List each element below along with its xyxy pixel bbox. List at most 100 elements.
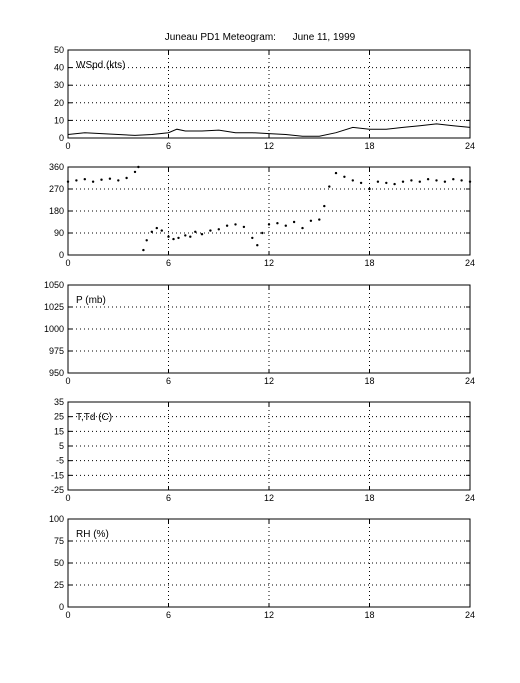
data-point xyxy=(184,234,187,237)
xtick-label: 6 xyxy=(166,610,171,620)
data-point xyxy=(209,229,212,232)
ytick-label: 20 xyxy=(54,98,64,108)
xtick-label: 6 xyxy=(166,258,171,268)
data-point xyxy=(328,185,331,188)
data-point xyxy=(376,180,380,183)
ytick-label: -25 xyxy=(51,485,64,495)
data-point xyxy=(351,179,354,182)
xtick-label: 18 xyxy=(364,376,374,386)
xtick-label: 24 xyxy=(465,610,475,620)
xtick-label: 24 xyxy=(465,258,475,268)
data-point xyxy=(284,224,287,227)
data-point xyxy=(125,176,128,180)
ytick-label: 0 xyxy=(59,133,64,143)
data-point xyxy=(137,165,140,169)
data-point xyxy=(108,177,112,180)
data-point xyxy=(301,226,304,230)
data-point xyxy=(217,228,220,231)
ytick-label: 10 xyxy=(54,115,64,125)
data-point xyxy=(460,179,463,182)
ytick-label: 50 xyxy=(54,45,64,55)
data-point xyxy=(309,219,313,222)
xtick-label: 24 xyxy=(465,493,475,503)
data-point xyxy=(256,244,259,247)
ytick-label: 270 xyxy=(49,184,64,194)
xtick-label: 12 xyxy=(264,258,274,268)
xtick-label: 12 xyxy=(264,376,274,386)
data-point xyxy=(393,182,396,186)
xtick-label: 12 xyxy=(264,493,274,503)
ytick-label: 0 xyxy=(59,602,64,612)
data-point xyxy=(142,248,145,252)
panel-1: 0 10 20 30 40 50 0 6 12 18 24 WSpd (kts) xyxy=(54,45,475,151)
data-point xyxy=(435,179,438,182)
data-point xyxy=(261,231,264,235)
data-point xyxy=(401,180,405,183)
data-point xyxy=(177,236,180,240)
xtick-label: 0 xyxy=(65,376,70,386)
xtick-label: 0 xyxy=(65,141,70,151)
data-point xyxy=(234,223,237,226)
data-point xyxy=(334,171,338,175)
xtick-label: 18 xyxy=(364,610,374,620)
data-point xyxy=(83,178,87,181)
ytick-label: 75 xyxy=(54,536,64,546)
data-point xyxy=(100,178,103,181)
ytick-label: 975 xyxy=(49,346,64,356)
data-point xyxy=(426,178,430,181)
data-point xyxy=(418,180,421,183)
data-point xyxy=(443,180,447,183)
ytick-label: 25 xyxy=(54,580,64,590)
ytick-label: 0 xyxy=(59,250,64,260)
panel-5: 0 25 50 75 100 0 6 12 18 24 RH (%) xyxy=(49,514,475,620)
xtick-label: 6 xyxy=(166,376,171,386)
data-point xyxy=(66,180,70,183)
ytick-label: 360 xyxy=(49,162,64,172)
data-point xyxy=(452,178,455,181)
data-point xyxy=(318,218,321,221)
data-point xyxy=(251,236,254,240)
ytick-label: 40 xyxy=(54,63,64,73)
ytick-label: 1025 xyxy=(44,302,64,312)
ytick-label: 100 xyxy=(49,514,64,524)
data-point xyxy=(242,225,246,229)
data-point xyxy=(343,175,346,178)
data-point xyxy=(267,223,271,226)
xtick-label: 0 xyxy=(65,493,70,503)
data-point xyxy=(133,170,137,174)
ytick-label: 90 xyxy=(54,228,64,238)
ytick-label: 25 xyxy=(54,412,64,422)
data-point xyxy=(91,180,95,183)
xtick-label: 6 xyxy=(166,141,171,151)
data-point xyxy=(194,230,197,233)
ytick-label: -15 xyxy=(51,470,64,480)
xtick-label: 0 xyxy=(65,610,70,620)
panel-2: 0 90 180 270 360 0 6 12 18 24 xyxy=(49,162,475,268)
ytick-label: 1000 xyxy=(44,324,64,334)
data-point xyxy=(468,180,472,183)
ytick-label: 15 xyxy=(54,426,64,436)
data-point xyxy=(276,222,279,225)
ytick-label: 180 xyxy=(49,206,64,216)
xtick-label: 18 xyxy=(364,258,374,268)
data-point xyxy=(410,179,413,182)
panel-4: -25 -15 -5 5 15 25 35 0 6 12 18 24 T,Td (C) xyxy=(51,397,475,503)
data-point xyxy=(155,226,158,230)
xtick-label: 12 xyxy=(264,141,274,151)
ytick-label: 950 xyxy=(49,368,64,378)
panel-label: T,Td (C) xyxy=(76,412,112,423)
xtick-label: 24 xyxy=(465,141,475,151)
xtick-label: 6 xyxy=(166,493,171,503)
ytick-label: 1050 xyxy=(44,280,64,290)
data-point xyxy=(225,224,229,227)
data-point xyxy=(150,230,153,233)
data-point xyxy=(189,235,192,238)
xtick-label: 12 xyxy=(264,610,274,620)
panel-label: RH (%) xyxy=(76,529,109,540)
data-point xyxy=(200,233,204,236)
ytick-label: 30 xyxy=(54,80,64,90)
data-point xyxy=(75,179,78,182)
data-point xyxy=(359,181,363,185)
xtick-label: 24 xyxy=(465,376,475,386)
